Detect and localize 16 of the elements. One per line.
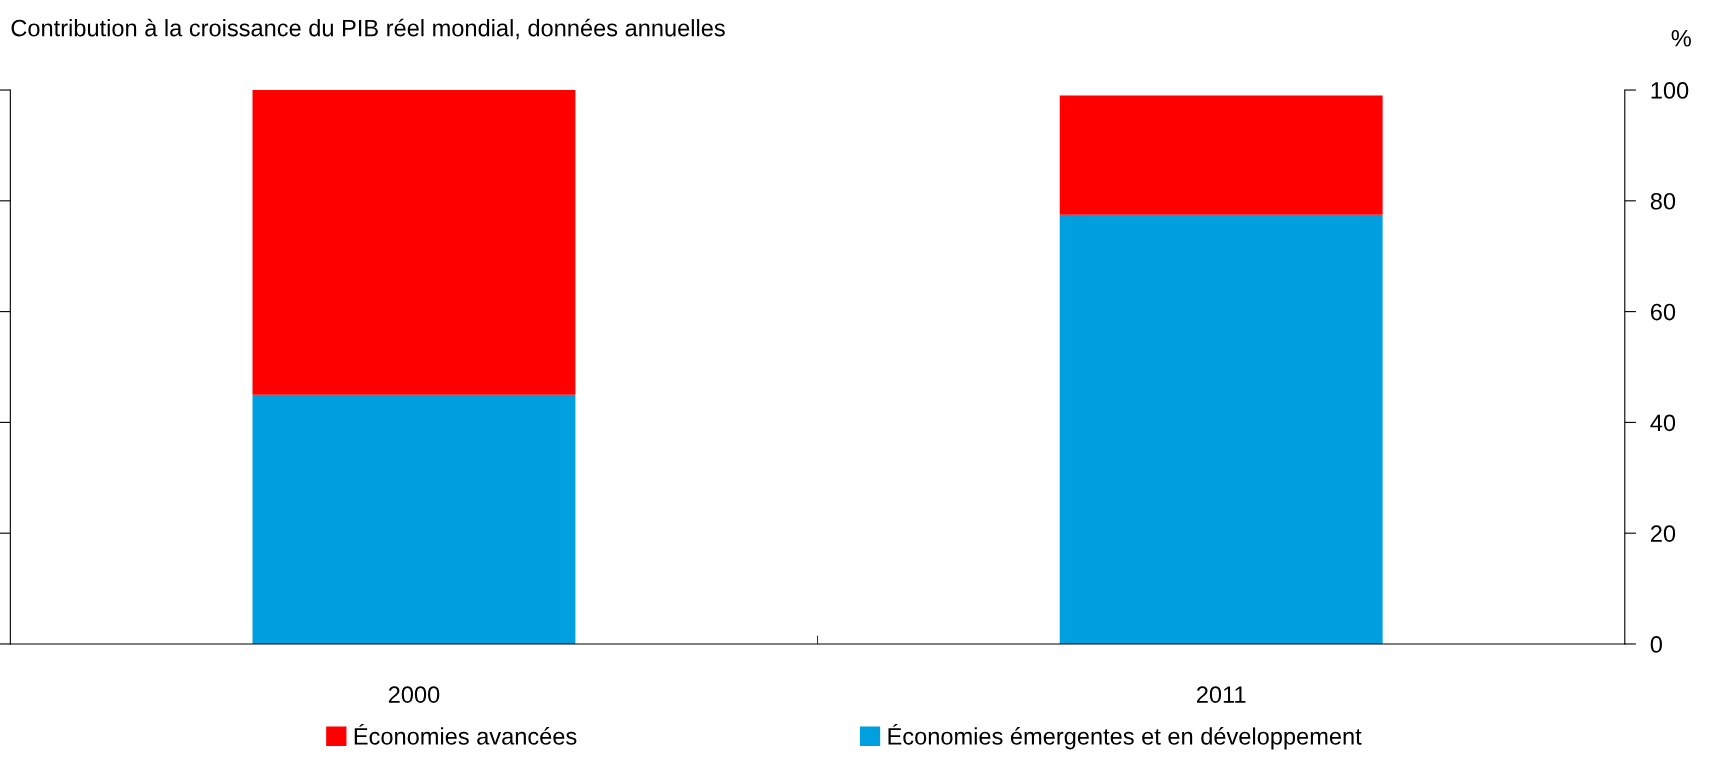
y-tick-label: 20 [1650,525,1676,542]
chart-title: Contribution à la croissance du PIB réel mondial, données annuelles [11,18,725,40]
legend-label: Économies avancées [354,724,577,745]
y-tick-label: 60 [1650,303,1676,321]
bar [252,90,576,395]
y-tick-label: 80 [1650,192,1676,210]
y-tick-label: 100 [1651,82,1689,99]
legend-label: Économies émergentes et en développement [888,724,1362,750]
bar [252,394,576,644]
y-tick-label: 40 [1650,414,1676,432]
x-tick-label: 2000 [388,686,440,703]
y-axis-title: % [1671,29,1691,47]
x-tick-label: 2011 [1196,686,1246,703]
y-tick-label: 0 [1650,636,1662,653]
bar [1059,214,1383,644]
bar [1059,95,1383,215]
